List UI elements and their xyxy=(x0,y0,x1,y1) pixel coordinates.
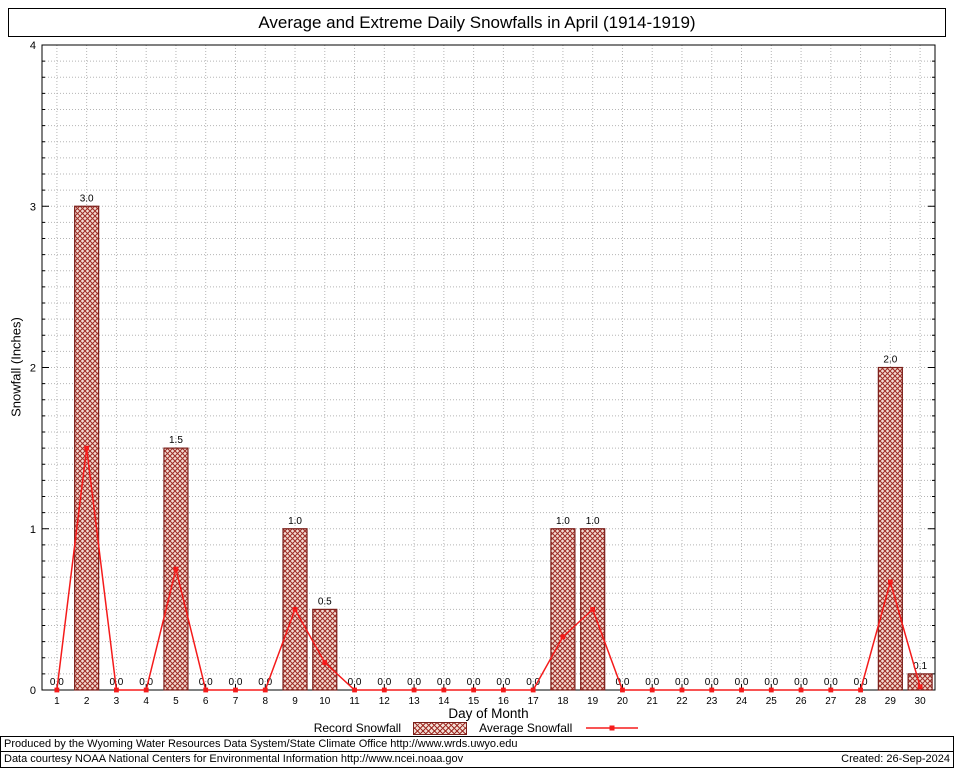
svg-text:0.0: 0.0 xyxy=(109,677,123,688)
svg-text:18: 18 xyxy=(557,696,569,707)
svg-text:1.0: 1.0 xyxy=(586,516,600,527)
bar-day-10 xyxy=(312,608,338,691)
svg-text:17: 17 xyxy=(528,696,540,707)
svg-text:1: 1 xyxy=(54,696,60,707)
legend-label-average-snowfall: Average Snowfall xyxy=(479,721,573,735)
svg-text:9: 9 xyxy=(292,696,298,707)
chart-title-box: Average and Extreme Daily Snowfalls in A… xyxy=(8,8,946,37)
svg-text:0: 0 xyxy=(30,685,36,697)
footer-row-produced-by: Produced by the Wyoming Water Resources … xyxy=(1,737,953,752)
bar-value-labels: 0.0 3.0 0.0 0.0 1.5 0.0 0.0 0.0 1.0 0.5 0.0 0.0 0.0 0… xyxy=(50,193,928,688)
svg-text:22: 22 xyxy=(676,696,688,707)
svg-text:0.0: 0.0 xyxy=(645,677,659,688)
average-snowfall-swatch-icon xyxy=(586,725,639,731)
svg-text:0.0: 0.0 xyxy=(615,677,629,688)
svg-text:29: 29 xyxy=(885,696,897,707)
grid xyxy=(42,45,935,690)
svg-text:21: 21 xyxy=(647,696,659,707)
chart-title: Average and Extreme Daily Snowfalls in A… xyxy=(258,13,696,32)
svg-text:6: 6 xyxy=(203,696,209,707)
svg-text:0.1: 0.1 xyxy=(913,661,927,672)
footer-row-data-courtesy: Data courtesy NOAA National Centers for … xyxy=(1,752,953,767)
y-tick-labels: 0 1 2 3 4 xyxy=(30,40,36,697)
svg-text:4: 4 xyxy=(30,40,36,52)
svg-text:11: 11 xyxy=(349,696,360,707)
axis-ticks xyxy=(42,44,935,690)
svg-text:26: 26 xyxy=(795,696,807,707)
footer-data-courtesy-text: Data courtesy NOAA National Centers for … xyxy=(4,753,464,765)
bar-day-29 xyxy=(877,366,903,691)
legend: Record Snowfall Average Snowfall xyxy=(0,721,954,735)
svg-text:1.0: 1.0 xyxy=(556,516,570,527)
footer: Produced by the Wyoming Water Resources … xyxy=(0,736,954,768)
svg-text:0.0: 0.0 xyxy=(794,677,808,688)
svg-text:0.0: 0.0 xyxy=(258,677,272,688)
average-snowfall-markers xyxy=(54,445,923,693)
footer-produced-by-text: Produced by the Wyoming Water Resources … xyxy=(4,738,518,750)
average-snowfall-line xyxy=(56,448,921,691)
svg-text:1: 1 xyxy=(30,524,36,536)
x-tick-labels: 1 2 3 4 5 6 7 8 9 10 11 12 13 14 15 16 17 18 19 20 21 22 23 24 2… xyxy=(54,696,926,707)
record-snowfall-bars xyxy=(74,205,933,691)
svg-text:0.0: 0.0 xyxy=(348,677,362,688)
svg-text:3: 3 xyxy=(30,201,36,213)
svg-text:2.0: 2.0 xyxy=(883,355,897,366)
svg-text:2: 2 xyxy=(84,696,90,707)
svg-text:20: 20 xyxy=(617,696,629,707)
svg-text:28: 28 xyxy=(855,696,867,707)
svg-text:19: 19 xyxy=(587,696,599,707)
svg-text:23: 23 xyxy=(706,696,718,707)
svg-text:15: 15 xyxy=(468,696,480,707)
svg-text:0.0: 0.0 xyxy=(496,677,510,688)
svg-text:1.5: 1.5 xyxy=(169,435,183,446)
svg-text:10: 10 xyxy=(319,696,331,707)
svg-text:30: 30 xyxy=(915,696,927,707)
svg-text:3: 3 xyxy=(114,696,120,707)
svg-text:0.0: 0.0 xyxy=(199,677,213,688)
svg-text:0.0: 0.0 xyxy=(675,677,689,688)
svg-text:16: 16 xyxy=(498,696,510,707)
svg-text:0.0: 0.0 xyxy=(437,677,451,688)
svg-text:25: 25 xyxy=(766,696,778,707)
svg-text:0.0: 0.0 xyxy=(229,677,243,688)
legend-label-record-snowfall: Record Snowfall xyxy=(313,721,402,735)
svg-text:24: 24 xyxy=(736,696,748,707)
footer-created-date: Created: 26-Sep-2024 xyxy=(841,753,950,765)
svg-text:0.0: 0.0 xyxy=(764,677,778,688)
svg-text:0.0: 0.0 xyxy=(526,677,540,688)
svg-text:3.0: 3.0 xyxy=(80,193,94,204)
svg-text:0.0: 0.0 xyxy=(735,677,749,688)
bar-day-5 xyxy=(163,447,189,691)
svg-text:0.5: 0.5 xyxy=(318,596,332,607)
svg-text:0.0: 0.0 xyxy=(467,677,481,688)
svg-text:13: 13 xyxy=(409,696,421,707)
svg-text:0.0: 0.0 xyxy=(139,677,153,688)
svg-text:4: 4 xyxy=(143,696,149,707)
svg-text:0.0: 0.0 xyxy=(854,677,868,688)
svg-text:0.0: 0.0 xyxy=(377,677,391,688)
svg-text:0.0: 0.0 xyxy=(407,677,421,688)
bar-day-30 xyxy=(907,673,933,691)
svg-text:2: 2 xyxy=(30,363,36,375)
svg-text:7: 7 xyxy=(233,696,239,707)
x-axis-title: Day of Month xyxy=(448,706,529,721)
svg-text:14: 14 xyxy=(438,696,450,707)
record-snowfall-swatch-icon xyxy=(413,721,468,735)
svg-text:8: 8 xyxy=(262,696,268,707)
bar-day-18 xyxy=(550,528,576,691)
svg-text:12: 12 xyxy=(379,696,391,707)
svg-text:0.0: 0.0 xyxy=(705,677,719,688)
svg-text:5: 5 xyxy=(173,696,179,707)
svg-text:1.0: 1.0 xyxy=(288,516,302,527)
svg-text:27: 27 xyxy=(825,696,837,707)
svg-text:0.0: 0.0 xyxy=(824,677,838,688)
